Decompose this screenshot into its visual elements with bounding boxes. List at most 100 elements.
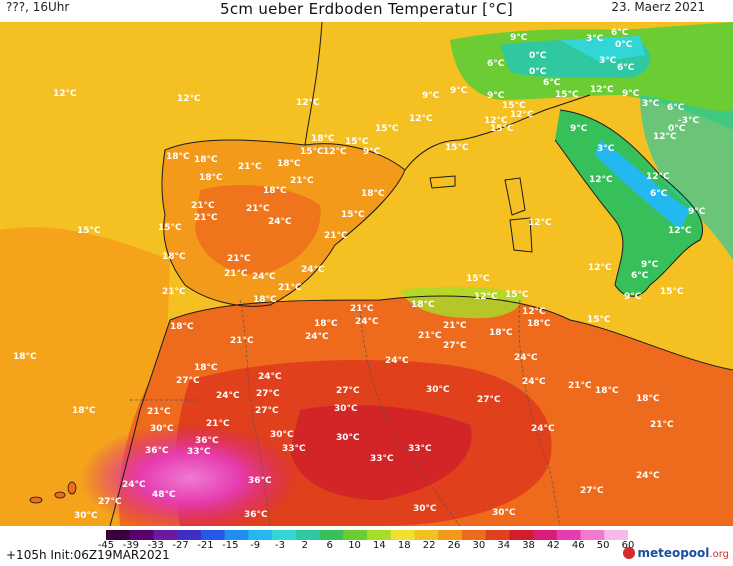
temperature-label: 3°C bbox=[599, 56, 617, 66]
temperature-label: 15°C bbox=[375, 124, 399, 134]
color-scale-tick: 42 bbox=[547, 540, 560, 551]
color-scale-swatch bbox=[414, 530, 439, 540]
temperature-labels: 12°C 12°C 12°C9°C 3°C6°C0°C6°C0°C0°C 6°C3°C9… bbox=[13, 28, 706, 521]
color-scale-tick: -15 bbox=[222, 540, 239, 551]
brand-logo[interactable]: meteopool.org bbox=[623, 546, 729, 560]
temperature-label: 30°C bbox=[150, 424, 174, 434]
temperature-label: 18°C bbox=[489, 328, 513, 338]
temperature-label: 15°C bbox=[158, 223, 182, 233]
temperature-label: 9°C bbox=[363, 147, 381, 157]
temperature-label: 18°C bbox=[527, 319, 551, 329]
temperature-label: 6°C bbox=[487, 59, 505, 69]
color-scale-tick: 30 bbox=[472, 540, 486, 551]
temperature-label: 33°C bbox=[370, 454, 394, 464]
temperature-label: 12°C bbox=[409, 114, 433, 124]
country-borders bbox=[130, 299, 561, 526]
temperature-label: 36°C bbox=[145, 446, 169, 456]
temperature-label: 21°C bbox=[418, 331, 442, 341]
temperature-label: 27°C bbox=[255, 406, 279, 416]
temperature-label: 9°C bbox=[622, 89, 640, 99]
color-scale-swatch bbox=[509, 530, 534, 540]
temperature-label: 12°C bbox=[484, 116, 508, 126]
temperature-label: 18°C bbox=[314, 319, 338, 329]
temperature-label: -3°C bbox=[678, 116, 699, 126]
temperature-label: 12°C bbox=[522, 307, 546, 317]
temperature-label: 24°C bbox=[522, 377, 546, 387]
temperature-label: 21°C bbox=[350, 304, 374, 314]
temperature-label: 15°C bbox=[587, 315, 611, 325]
temperature-label: 3°C bbox=[642, 99, 660, 109]
temperature-label: 18°C bbox=[194, 363, 218, 373]
temperature-label: 18°C bbox=[166, 152, 190, 162]
temperature-label: 12°C bbox=[588, 263, 612, 273]
temperature-label: 24°C bbox=[268, 217, 292, 227]
color-scale-swatch bbox=[272, 530, 297, 540]
temperature-label: 27°C bbox=[443, 341, 467, 351]
temperature-label: 48°C bbox=[152, 490, 176, 500]
temperature-label: 6°C bbox=[667, 103, 685, 113]
color-scale-tick: -27 bbox=[172, 540, 189, 551]
color-scale-tick: 60 bbox=[621, 540, 635, 551]
color-scale-tick: 46 bbox=[571, 540, 585, 551]
temperature-label: 12°C bbox=[510, 110, 534, 120]
temperature-label: 21°C bbox=[324, 231, 348, 241]
color-scale-swatch bbox=[295, 530, 321, 540]
italy-land bbox=[555, 110, 703, 297]
iberia-hot-core bbox=[195, 185, 321, 275]
alps-peak-zone bbox=[560, 36, 645, 62]
temperature-label: 21°C bbox=[443, 321, 467, 331]
temperature-label: 33°C bbox=[408, 444, 432, 454]
color-scale-tick: 6 bbox=[326, 540, 333, 551]
color-scale-tick: -3 bbox=[275, 540, 285, 551]
color-scale-tick: 2 bbox=[301, 540, 309, 551]
color-scale-labels: -45 -39 -33 -27 -21 -15 -9 -3 2 6 10 14 18 22 26 30 34 38… bbox=[97, 540, 640, 554]
temperature-label: 12°C bbox=[474, 292, 498, 302]
color-scale-swatch bbox=[367, 530, 392, 540]
temperature-label: 21°C bbox=[230, 336, 254, 346]
temperature-label: 6°C bbox=[611, 28, 629, 38]
temperature-label: 21°C bbox=[162, 287, 186, 297]
temperature-label: 15°C bbox=[341, 210, 365, 220]
temperature-label: 21°C bbox=[238, 162, 262, 172]
color-scale-swatch bbox=[580, 530, 605, 540]
color-scale-swatch bbox=[390, 530, 415, 540]
temperature-label: 27°C bbox=[580, 486, 604, 496]
temperature-label: 24°C bbox=[636, 471, 660, 481]
color-scale-tick: -39 bbox=[122, 540, 140, 551]
temperature-label: 36°C bbox=[195, 436, 219, 446]
temperature-label: 21°C bbox=[568, 381, 592, 391]
temperature-label: 15°C bbox=[505, 290, 529, 300]
sahara-core-zone bbox=[290, 405, 472, 500]
temperature-label: 24°C bbox=[305, 332, 329, 342]
color-scale-swatch bbox=[556, 530, 582, 540]
map-header: ???, 16Uhr 5cm ueber Erdboden Temperatur… bbox=[0, 0, 733, 22]
brand-icon bbox=[623, 547, 636, 559]
temperature-label: 24°C bbox=[216, 391, 240, 401]
temperature-label: 3°C bbox=[586, 34, 604, 44]
temperature-label: 12°C bbox=[528, 218, 552, 228]
temperature-label: 18°C bbox=[595, 386, 619, 396]
color-scale-tick: 34 bbox=[497, 540, 511, 551]
temperature-label: 12°C bbox=[296, 98, 320, 108]
color-scale-tick: -45 bbox=[97, 540, 115, 551]
temperature-label: 15°C bbox=[445, 143, 469, 153]
color-scale-tick: 50 bbox=[596, 540, 610, 551]
temperature-label: 15°C bbox=[490, 124, 514, 134]
temperature-label: 24°C bbox=[385, 356, 409, 366]
temperature-label: 18°C bbox=[194, 155, 218, 165]
temperature-label: 0°C bbox=[668, 124, 686, 134]
color-scale-swatch bbox=[343, 530, 368, 540]
color-scale-tick: 10 bbox=[348, 540, 361, 551]
temperature-label: 0°C bbox=[615, 40, 633, 50]
color-scale-swatch bbox=[129, 530, 154, 540]
color-scale-swatch bbox=[106, 530, 131, 540]
color-scale-swatch bbox=[153, 530, 178, 540]
forecast-date: 23. Maerz 2021 bbox=[611, 0, 705, 14]
temperature-label: 9°C bbox=[624, 292, 642, 302]
temperature-label: 9°C bbox=[487, 91, 505, 101]
temperature-label: 24°C bbox=[252, 272, 276, 282]
temperature-label: 27°C bbox=[176, 376, 200, 386]
temperature-label: 21°C bbox=[290, 176, 314, 186]
temperature-label: 18°C bbox=[253, 295, 277, 305]
temperature-label: 9°C bbox=[510, 33, 528, 43]
